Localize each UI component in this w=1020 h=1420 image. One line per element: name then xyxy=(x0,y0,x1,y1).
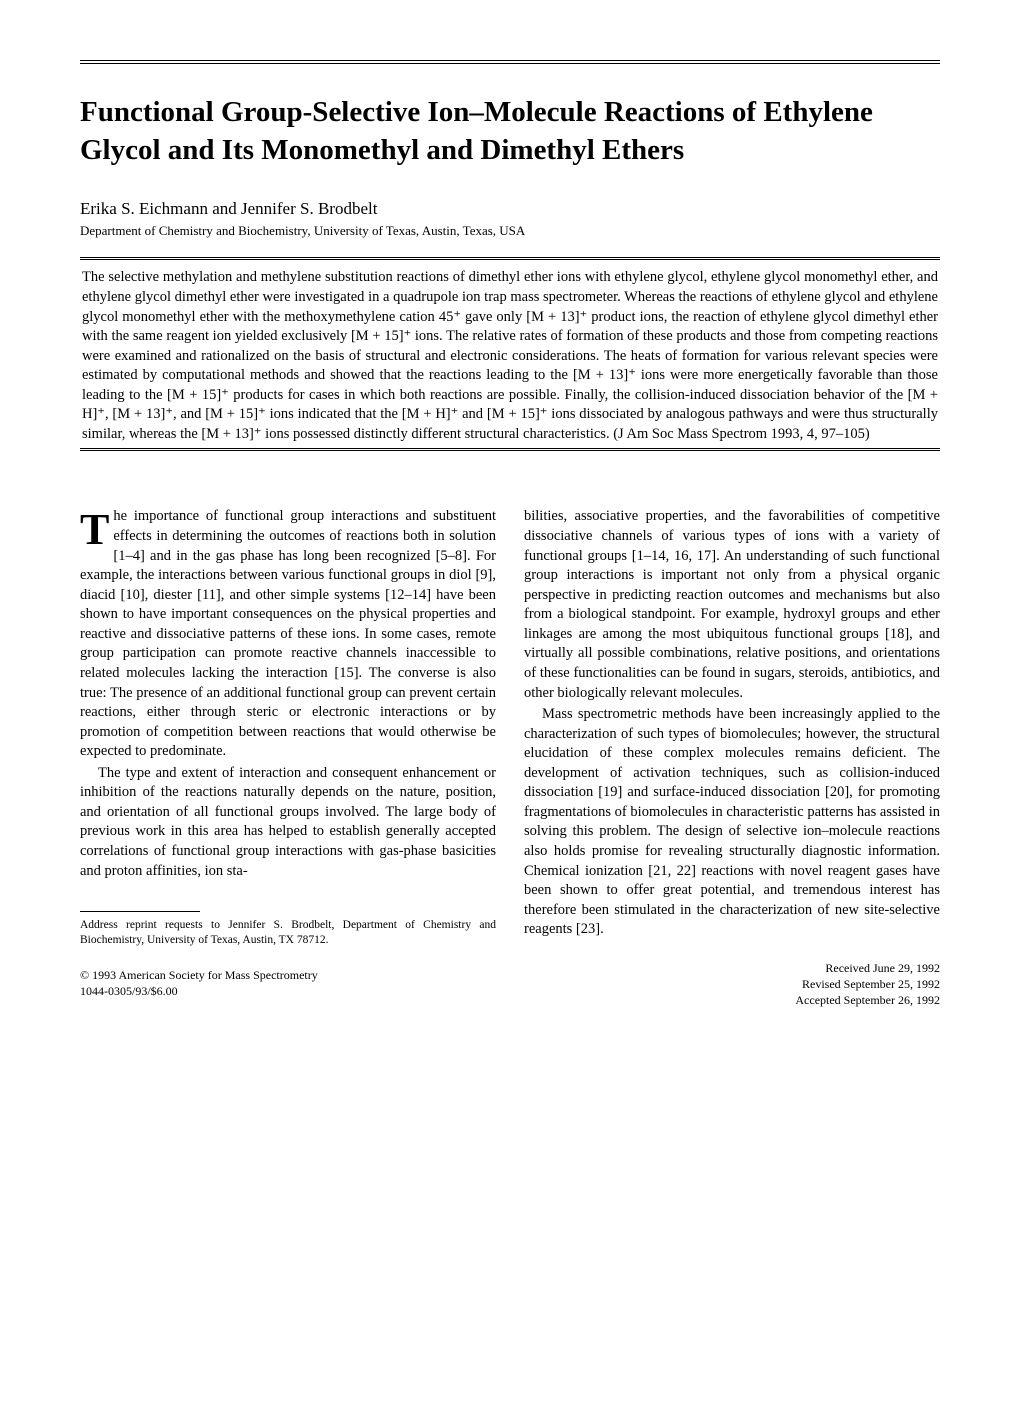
column-left: The importance of functional group inter… xyxy=(80,507,496,1008)
issn-line: 1044-0305/93/$6.00 xyxy=(80,983,496,999)
authors: Erika S. Eichmann and Jennifer S. Brodbe… xyxy=(80,199,940,219)
footer-left-block: © 1993 American Society for Mass Spectro… xyxy=(80,967,496,999)
column-right: bilities, associative properties, and th… xyxy=(524,507,940,1008)
paragraph-4: Mass spectrometric methods have been inc… xyxy=(524,705,940,940)
copyright-line: © 1993 American Society for Mass Spectro… xyxy=(80,967,496,983)
abstract-rule-top xyxy=(80,257,940,260)
affiliation: Department of Chemistry and Biochemistry… xyxy=(80,223,940,239)
paragraph-1-text: he importance of functional group intera… xyxy=(80,508,496,759)
top-rule xyxy=(80,60,940,64)
article-title: Functional Group-Selective Ion–Molecule … xyxy=(80,94,940,169)
body-columns: The importance of functional group inter… xyxy=(80,507,940,1008)
abstract-rule-bottom xyxy=(80,448,940,451)
dates-block: Received June 29, 1992 Revised September… xyxy=(795,960,940,1009)
paragraph-2: The type and extent of interaction and c… xyxy=(80,764,496,881)
received-date: Received June 29, 1992 xyxy=(795,960,940,976)
footer-right-block: Received June 29, 1992 Revised September… xyxy=(524,960,940,1009)
paragraph-1: The importance of functional group inter… xyxy=(80,507,496,761)
dropcap: T xyxy=(80,507,113,548)
footnote-text: Address reprint requests to Jennifer S. … xyxy=(80,918,496,947)
footnote-rule xyxy=(80,911,200,912)
abstract-text: The selective methylation and methylene … xyxy=(80,268,940,444)
accepted-date: Accepted September 26, 1992 xyxy=(795,992,940,1008)
revised-date: Revised September 25, 1992 xyxy=(795,976,940,992)
paragraph-3: bilities, associative properties, and th… xyxy=(524,507,940,703)
